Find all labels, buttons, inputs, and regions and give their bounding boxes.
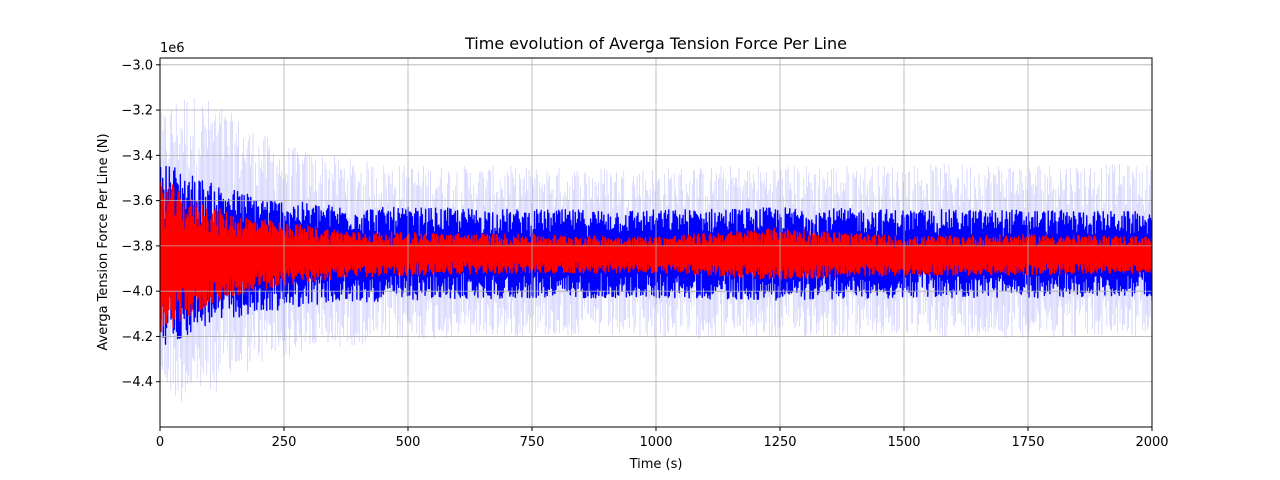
x-tick-label: 1750 [1011, 435, 1044, 450]
x-tick-label: 2000 [1135, 435, 1168, 450]
y-tick-label: −4.0 [121, 285, 153, 300]
y-axis-label: Averga Tension Force Per Line (N) [96, 133, 111, 350]
x-tick-label: 0 [156, 435, 164, 450]
y-tick-label: −3.6 [121, 194, 153, 209]
y-tick-label: −4.2 [121, 330, 153, 345]
x-tick-label: 250 [272, 435, 297, 450]
x-tick-label: 1250 [763, 435, 796, 450]
y-tick-label: −3.2 [121, 104, 153, 119]
chart-title: Time evolution of Averga Tension Force P… [464, 34, 847, 53]
y-tick-label: −3.4 [121, 149, 153, 164]
x-tick-label: 750 [520, 435, 545, 450]
x-tick-label: 500 [396, 435, 421, 450]
y-axis: −4.4 −4.2 −4.0 −3.8 −3.6 −3.4 −3.2 −3.0 [121, 58, 160, 390]
x-axis: 0 250 500 750 1000 1250 1500 1750 2000 [156, 427, 1169, 450]
x-axis-label: Time (s) [629, 457, 683, 472]
grid-layer [159, 58, 1153, 427]
y-tick-label: −3.0 [121, 58, 153, 73]
y-offset-label: 1e6 [160, 41, 185, 56]
x-tick-label: 1500 [887, 435, 920, 450]
y-tick-label: −3.8 [121, 239, 153, 254]
x-tick-label: 1000 [639, 435, 672, 450]
y-tick-label: −4.4 [121, 375, 153, 390]
